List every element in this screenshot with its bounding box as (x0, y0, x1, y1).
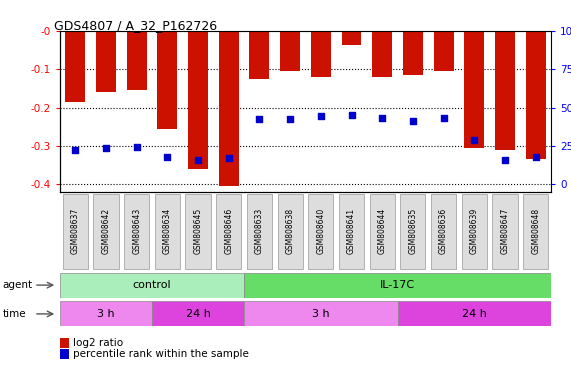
FancyBboxPatch shape (216, 194, 242, 269)
Bar (250, 31, 270, 79)
FancyBboxPatch shape (155, 194, 180, 269)
Text: agent: agent (3, 280, 33, 290)
Point (132, 144, 141, 150)
Bar (244, 301, 397, 326)
Text: GSM808640: GSM808640 (316, 208, 325, 255)
Text: IL-17C: IL-17C (380, 280, 415, 290)
Bar (219, 31, 239, 186)
FancyBboxPatch shape (186, 194, 211, 269)
FancyBboxPatch shape (124, 194, 149, 269)
Point (316, 113, 325, 119)
Bar (152, 301, 244, 326)
Text: GDS4807 / A_32_P162726: GDS4807 / A_32_P162726 (54, 19, 218, 32)
Point (255, 116, 264, 122)
Bar (244, 273, 551, 298)
Point (531, 154, 540, 160)
FancyBboxPatch shape (63, 194, 88, 269)
Text: log2 ratio: log2 ratio (73, 338, 123, 348)
Text: GSM808647: GSM808647 (500, 208, 509, 255)
Text: GSM808636: GSM808636 (439, 208, 448, 255)
Point (470, 137, 479, 144)
FancyBboxPatch shape (339, 194, 364, 269)
Text: GSM808646: GSM808646 (224, 208, 234, 255)
FancyBboxPatch shape (247, 194, 272, 269)
Text: GSM808648: GSM808648 (531, 208, 540, 255)
Bar (372, 31, 392, 77)
Bar (433, 31, 453, 71)
Bar (464, 31, 484, 148)
Bar (60, 301, 152, 326)
FancyBboxPatch shape (523, 194, 548, 269)
Bar (65, 31, 85, 102)
Point (408, 118, 417, 124)
Bar (495, 31, 515, 150)
Point (71, 147, 80, 153)
Text: 3 h: 3 h (97, 309, 115, 319)
Bar (188, 31, 208, 169)
Point (500, 157, 509, 163)
Text: GSM808641: GSM808641 (347, 208, 356, 255)
Bar (60, 273, 244, 298)
Text: GSM808643: GSM808643 (132, 208, 141, 255)
Text: GSM808645: GSM808645 (194, 208, 203, 255)
Text: percentile rank within the sample: percentile rank within the sample (73, 349, 248, 359)
Text: GSM808644: GSM808644 (377, 208, 387, 255)
Text: GSM808642: GSM808642 (102, 208, 111, 255)
FancyBboxPatch shape (400, 194, 425, 269)
Bar (127, 31, 147, 90)
Point (347, 111, 356, 118)
Text: 3 h: 3 h (312, 309, 329, 319)
FancyBboxPatch shape (94, 194, 119, 269)
FancyBboxPatch shape (462, 194, 487, 269)
Bar (403, 31, 423, 75)
Text: time: time (3, 309, 26, 319)
Point (286, 116, 295, 122)
Point (439, 115, 448, 121)
Text: GSM808633: GSM808633 (255, 208, 264, 255)
Bar (311, 31, 331, 77)
Text: control: control (132, 280, 171, 290)
Text: 24 h: 24 h (462, 309, 486, 319)
Text: GSM808639: GSM808639 (470, 208, 479, 255)
FancyBboxPatch shape (431, 194, 456, 269)
Point (377, 115, 387, 121)
FancyBboxPatch shape (278, 194, 303, 269)
Bar (397, 301, 551, 326)
Bar (158, 31, 178, 129)
Text: GSM808635: GSM808635 (408, 208, 417, 255)
FancyBboxPatch shape (308, 194, 333, 269)
Bar (96, 31, 116, 92)
Point (194, 157, 203, 163)
Bar (526, 31, 546, 159)
Point (102, 146, 111, 152)
Text: GSM808634: GSM808634 (163, 208, 172, 255)
Text: GSM808638: GSM808638 (286, 208, 295, 255)
Point (224, 155, 234, 161)
Text: GSM808637: GSM808637 (71, 208, 80, 255)
Point (163, 154, 172, 160)
Bar (280, 31, 300, 71)
FancyBboxPatch shape (492, 194, 517, 269)
Bar (341, 31, 361, 45)
FancyBboxPatch shape (369, 194, 395, 269)
Text: 24 h: 24 h (186, 309, 211, 319)
